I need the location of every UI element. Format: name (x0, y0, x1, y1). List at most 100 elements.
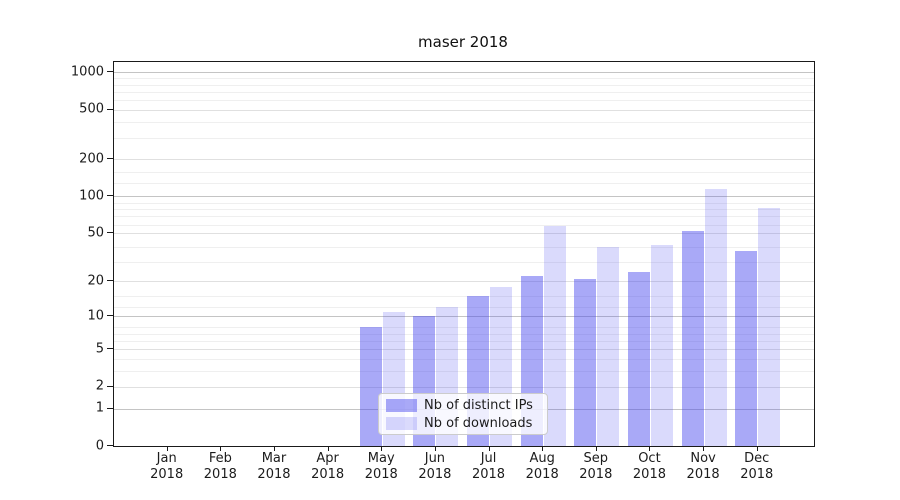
x-tick-month: Dec (744, 451, 770, 466)
y-tick-label: 1 (95, 400, 104, 416)
x-tick-mark (649, 446, 651, 451)
bar-distinct-ips (681, 231, 704, 446)
y-tick-mark (107, 158, 113, 160)
minor-gridline (114, 262, 814, 264)
x-tick-year: 2018 (311, 467, 345, 482)
x-tick-mark (220, 446, 222, 451)
x-tick-year: 2018 (740, 467, 774, 482)
x-tick-mark (273, 446, 275, 451)
y-tick-label: 5 (95, 341, 104, 357)
minor-gridline (114, 171, 814, 173)
x-tick-mark (381, 446, 383, 451)
x-tick-mark (542, 446, 544, 451)
labeled-gridline (114, 159, 814, 161)
bar-downloads (650, 245, 673, 446)
chart-title: maser 2018 (418, 33, 508, 51)
y-tick-label: 2 (95, 378, 104, 394)
x-tick-month: Jan (156, 451, 177, 466)
x-tick-year: 2018 (471, 467, 506, 482)
x-tick-label-mar: Mar 2018 (244, 451, 304, 483)
x-tick-mark (756, 446, 758, 451)
x-tick-label-nov: Nov 2018 (673, 451, 733, 483)
y-tick-label: 10 (87, 308, 104, 324)
major-gridline (114, 72, 814, 74)
x-tick-year: 2018 (525, 467, 559, 482)
minor-gridline (114, 246, 814, 248)
y-tick-mark (107, 348, 113, 350)
y-tick-mark (107, 108, 113, 110)
y-tick-label: 50 (87, 225, 104, 241)
y-tick-mark (107, 71, 113, 73)
legend-item-distinct-ips: Nb of distinct IPs (386, 398, 547, 413)
x-tick-mark (166, 446, 168, 451)
labeled-gridline (114, 109, 814, 111)
x-tick-month: Feb (208, 451, 232, 466)
bar-downloads (758, 207, 781, 446)
x-tick-year: 2018 (632, 467, 666, 482)
bar-downloads (543, 226, 566, 446)
bar-downloads (597, 246, 620, 446)
x-tick-label-feb: Feb 2018 (190, 451, 250, 483)
labeled-gridline (114, 349, 814, 351)
minor-gridline (114, 358, 814, 360)
x-tick-label-jul: Jul 2018 (459, 451, 519, 483)
y-tick-label: 500 (79, 101, 104, 117)
x-tick-month: Mar (261, 451, 287, 466)
x-tick-label-aug: Aug 2018 (512, 451, 572, 483)
x-tick-mark (434, 446, 436, 451)
x-tick-label-apr: Apr 2018 (298, 451, 358, 483)
x-tick-label-sep: Sep 2018 (566, 451, 626, 483)
minor-gridline (114, 224, 814, 226)
bar-downloads (704, 188, 727, 446)
x-tick-mark (595, 446, 597, 451)
labeled-gridline (114, 386, 814, 388)
major-gridline (114, 316, 814, 318)
minor-gridline (114, 84, 814, 86)
x-tick-label-jan: Jan 2018 (137, 451, 197, 483)
x-tick-mark (327, 446, 329, 451)
major-gridline (114, 196, 814, 198)
y-tick-mark (107, 232, 113, 234)
bar-distinct-ips (735, 250, 758, 446)
x-tick-label-dec: Dec 2018 (727, 451, 787, 483)
x-tick-month: Aug (529, 451, 555, 466)
x-tick-month: Sep (583, 451, 609, 466)
x-tick-year: 2018 (150, 467, 184, 482)
x-tick-month: May (367, 451, 395, 466)
x-tick-month: Apr (316, 451, 339, 466)
legend-item-downloads: Nb of downloads (386, 416, 547, 431)
bar-distinct-ips (574, 278, 597, 446)
x-tick-month: Oct (638, 451, 661, 466)
labeled-gridline (114, 233, 814, 235)
legend-swatch-downloads-icon (386, 416, 417, 430)
x-tick-year: 2018 (686, 467, 720, 482)
x-tick-year: 2018 (418, 467, 452, 482)
x-tick-month: Nov (690, 451, 716, 466)
minor-gridline (114, 78, 814, 80)
minor-gridline (114, 296, 814, 298)
minor-gridline (114, 327, 814, 329)
y-tick-mark (107, 407, 113, 409)
y-tick-label: 200 (79, 151, 104, 167)
minor-gridline (114, 216, 814, 218)
y-tick-label: 0 (95, 438, 104, 453)
x-tick-month: Jun (424, 451, 446, 466)
y-tick-label: 1000 (70, 64, 104, 80)
x-tick-mark (488, 446, 490, 451)
bar-distinct-ips (359, 327, 382, 446)
y-tick-label: 20 (87, 273, 104, 289)
minor-gridline (114, 122, 814, 124)
minor-gridline (114, 91, 814, 93)
minor-gridline (114, 340, 814, 342)
labeled-gridline (114, 281, 814, 283)
x-tick-mark (703, 446, 705, 451)
x-tick-year: 2018 (579, 467, 613, 482)
plot-area (113, 61, 815, 447)
minor-gridline (114, 182, 814, 184)
x-tick-label-may: May 2018 (351, 451, 411, 483)
minor-gridline (114, 209, 814, 211)
legend-label-downloads: Nb of downloads (424, 415, 533, 431)
minor-gridline (114, 137, 814, 139)
minor-gridline (114, 371, 814, 373)
